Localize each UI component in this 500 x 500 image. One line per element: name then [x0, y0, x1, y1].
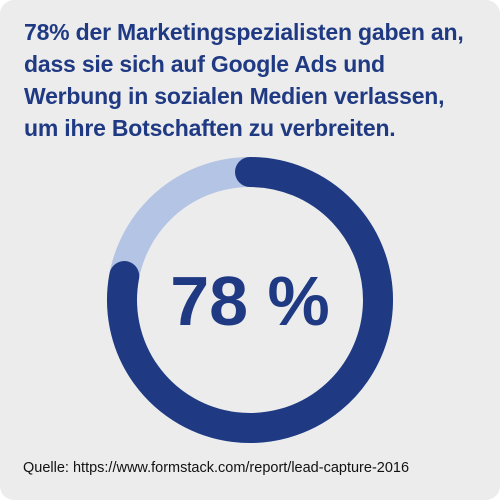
source-citation: Quelle: https://www.formstack.com/report…: [23, 460, 410, 476]
donut-value-arc: [107, 157, 393, 443]
center-value: 78 %: [170, 262, 330, 340]
donut-chart: 78 %: [107, 157, 393, 443]
headline: 78% der Marketingspezialisten gaben an, …: [24, 19, 464, 141]
